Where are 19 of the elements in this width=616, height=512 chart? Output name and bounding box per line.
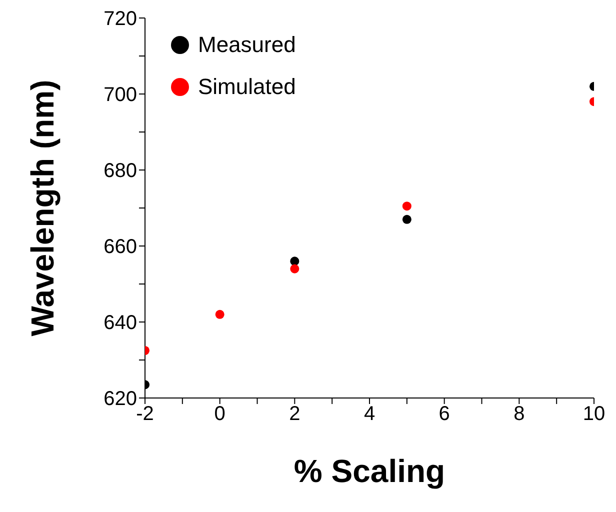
point (290, 264, 300, 274)
x-tick-label: 8 (514, 403, 525, 426)
x-tick-label: 0 (214, 403, 226, 426)
y-tick-label: 700 (104, 84, 137, 106)
y-tick-label: 640 (104, 312, 137, 334)
y-axis-title: Wavelength (nm) (24, 80, 60, 336)
y-tick-label: 660 (104, 236, 137, 258)
y-tick-label: 680 (104, 160, 137, 182)
x-tick-label: 10 (582, 403, 606, 426)
legend-label: Simulated (198, 73, 296, 101)
x-tick-label: 4 (364, 403, 376, 426)
x-tick-label: 6 (438, 403, 450, 426)
y-tick-label: 720 (104, 8, 137, 30)
x-axis-title: % Scaling (294, 453, 446, 489)
legend-label: Measured (198, 31, 296, 59)
x-tick-label: 2 (289, 403, 300, 426)
y-tick-label: 620 (104, 388, 137, 410)
x-tick-label: -2 (136, 403, 154, 426)
point (402, 202, 412, 211)
